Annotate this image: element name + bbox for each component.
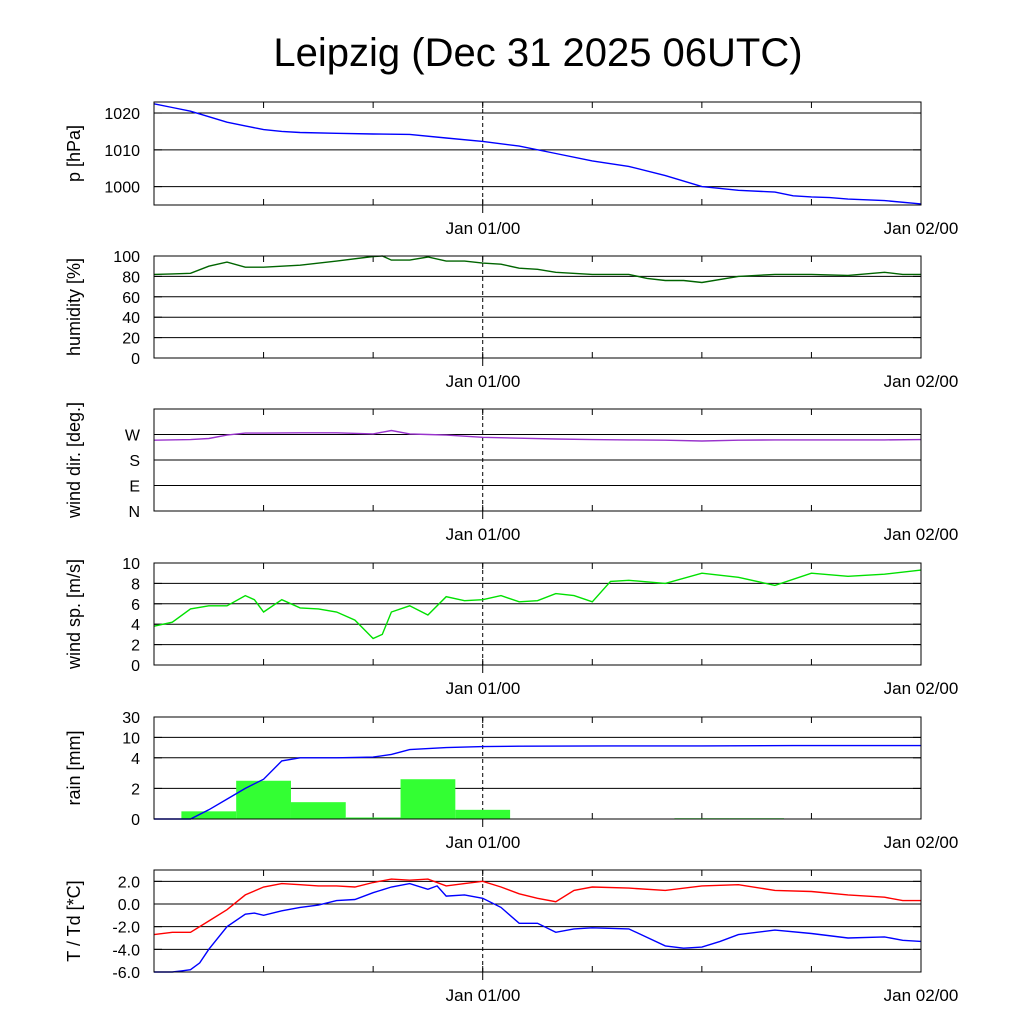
rain-bar	[400, 779, 456, 819]
chart-title: Leipzig (Dec 31 2025 06UTC)	[273, 31, 802, 75]
rain-panel: 0 2 4 10 30 Jan 01/00 Jan 02/00 rain [mm]	[64, 710, 958, 852]
rain-bar	[345, 817, 401, 819]
temperature-ytick-label: 2.0	[118, 874, 140, 891]
humidity-ytick-label: 20	[122, 331, 140, 348]
pressure-series-pressure	[153, 103, 922, 205]
temperature-series-td	[154, 882, 922, 973]
humidity-ytick-label: 100	[113, 249, 140, 266]
wind-speed-ytick-label: 8	[131, 576, 140, 593]
wind-direction-ytick-label: S	[129, 453, 140, 470]
temperature-ytick-label: -4.0	[112, 942, 140, 959]
humidity-xtick-label: Jan 01/00	[446, 372, 521, 391]
pressure-panel: 1000 1010 1020 Jan 01/00 Jan 02/00 p [hPa]	[64, 101, 959, 238]
pressure-xtick-label: Jan 01/00	[446, 219, 521, 238]
temperature-series-t	[153, 878, 921, 936]
pressure-ytick-label: 1000	[104, 180, 140, 197]
rain-ytick-label: 0	[131, 812, 140, 829]
wind-speed-ylabel: wind sp. [m/s]	[64, 559, 84, 670]
wind-direction-ylabel: wind dir. [deg.]	[64, 402, 84, 519]
humidity-ytick-label: 0	[131, 351, 140, 368]
humidity-panel: 0 20 40 60 80 100 Jan 01/00 Jan 02/00 humidity […	[64, 249, 958, 391]
pressure-ytick-label: 1010	[104, 143, 140, 160]
rain-bar	[181, 811, 237, 819]
rain-bar	[290, 802, 346, 819]
rain-frame	[153, 716, 922, 820]
wind-direction-ytick-label: N	[128, 504, 140, 521]
wind-direction-xtick-label: Jan 01/00	[446, 525, 521, 544]
rain-ylabel: rain [mm]	[64, 730, 84, 805]
temperature-xtick-label: Jan 01/00	[446, 986, 521, 1005]
wind-speed-ytick-label: 10	[122, 556, 140, 573]
rain-ytick-label: 4	[131, 751, 140, 768]
pressure-xtick-label: Jan 02/00	[884, 219, 959, 238]
humidity-xtick-label: Jan 02/00	[884, 372, 959, 391]
wind-direction-frame	[153, 408, 922, 512]
humidity-ytick-label: 60	[122, 290, 140, 307]
wind-speed-ytick-label: 4	[131, 617, 140, 634]
wind-direction-xtick-label: Jan 02/00	[884, 525, 959, 544]
rain-xtick-label: Jan 02/00	[884, 833, 959, 852]
wind-speed-series-wind-speed	[153, 569, 922, 640]
humidity-ylabel: humidity [%]	[64, 258, 84, 356]
temperature-panel: -6.0 -4.0 -2.0 0.0 2.0 Jan 01/00 Jan 02/00 T / …	[64, 869, 959, 1005]
wind-speed-xtick-label: Jan 01/00	[446, 679, 521, 698]
wind-speed-xtick-label: Jan 02/00	[884, 679, 959, 698]
wind-speed-ytick-label: 6	[131, 597, 140, 614]
humidity-series-humidity	[153, 255, 921, 284]
humidity-frame	[153, 255, 922, 359]
rain-bar	[236, 780, 291, 819]
rain-series-accumulated-rain	[154, 744, 921, 820]
wind-speed-frame	[153, 562, 922, 666]
rain-ytick-label: 2	[131, 781, 140, 798]
wind-speed-ytick-label: 0	[131, 658, 140, 675]
temperature-ytick-label: -6.0	[112, 965, 140, 982]
rain-ytick-label: 10	[122, 730, 140, 747]
temperature-ytick-label: -2.0	[112, 920, 140, 937]
pressure-frame	[153, 101, 922, 206]
temperature-frame	[153, 869, 922, 973]
wind-direction-ytick-label: E	[129, 479, 140, 496]
humidity-ytick-label: 40	[122, 310, 140, 327]
pressure-ytick-label: 1020	[104, 106, 140, 123]
temperature-xtick-label: Jan 02/00	[884, 986, 959, 1005]
wind-direction-series-wind-direction	[153, 429, 922, 442]
temperature-ytick-label: 0.0	[118, 897, 140, 914]
humidity-ytick-label: 80	[122, 269, 140, 286]
rain-ytick-label: 30	[122, 710, 140, 727]
wind-speed-ytick-label: 2	[131, 638, 140, 655]
wind-speed-panel: 0 2 4 6 8 10 Jan 01/00 Jan 02/00 wind sp. [m/s]	[64, 556, 958, 698]
temperature-ylabel: T / Td [*C]	[64, 880, 84, 961]
rain-xtick-label: Jan 01/00	[446, 833, 521, 852]
wind-direction-ytick-label: W	[125, 428, 141, 445]
rain-bar	[455, 809, 511, 819]
pressure-ylabel: p [hPa]	[64, 125, 84, 182]
